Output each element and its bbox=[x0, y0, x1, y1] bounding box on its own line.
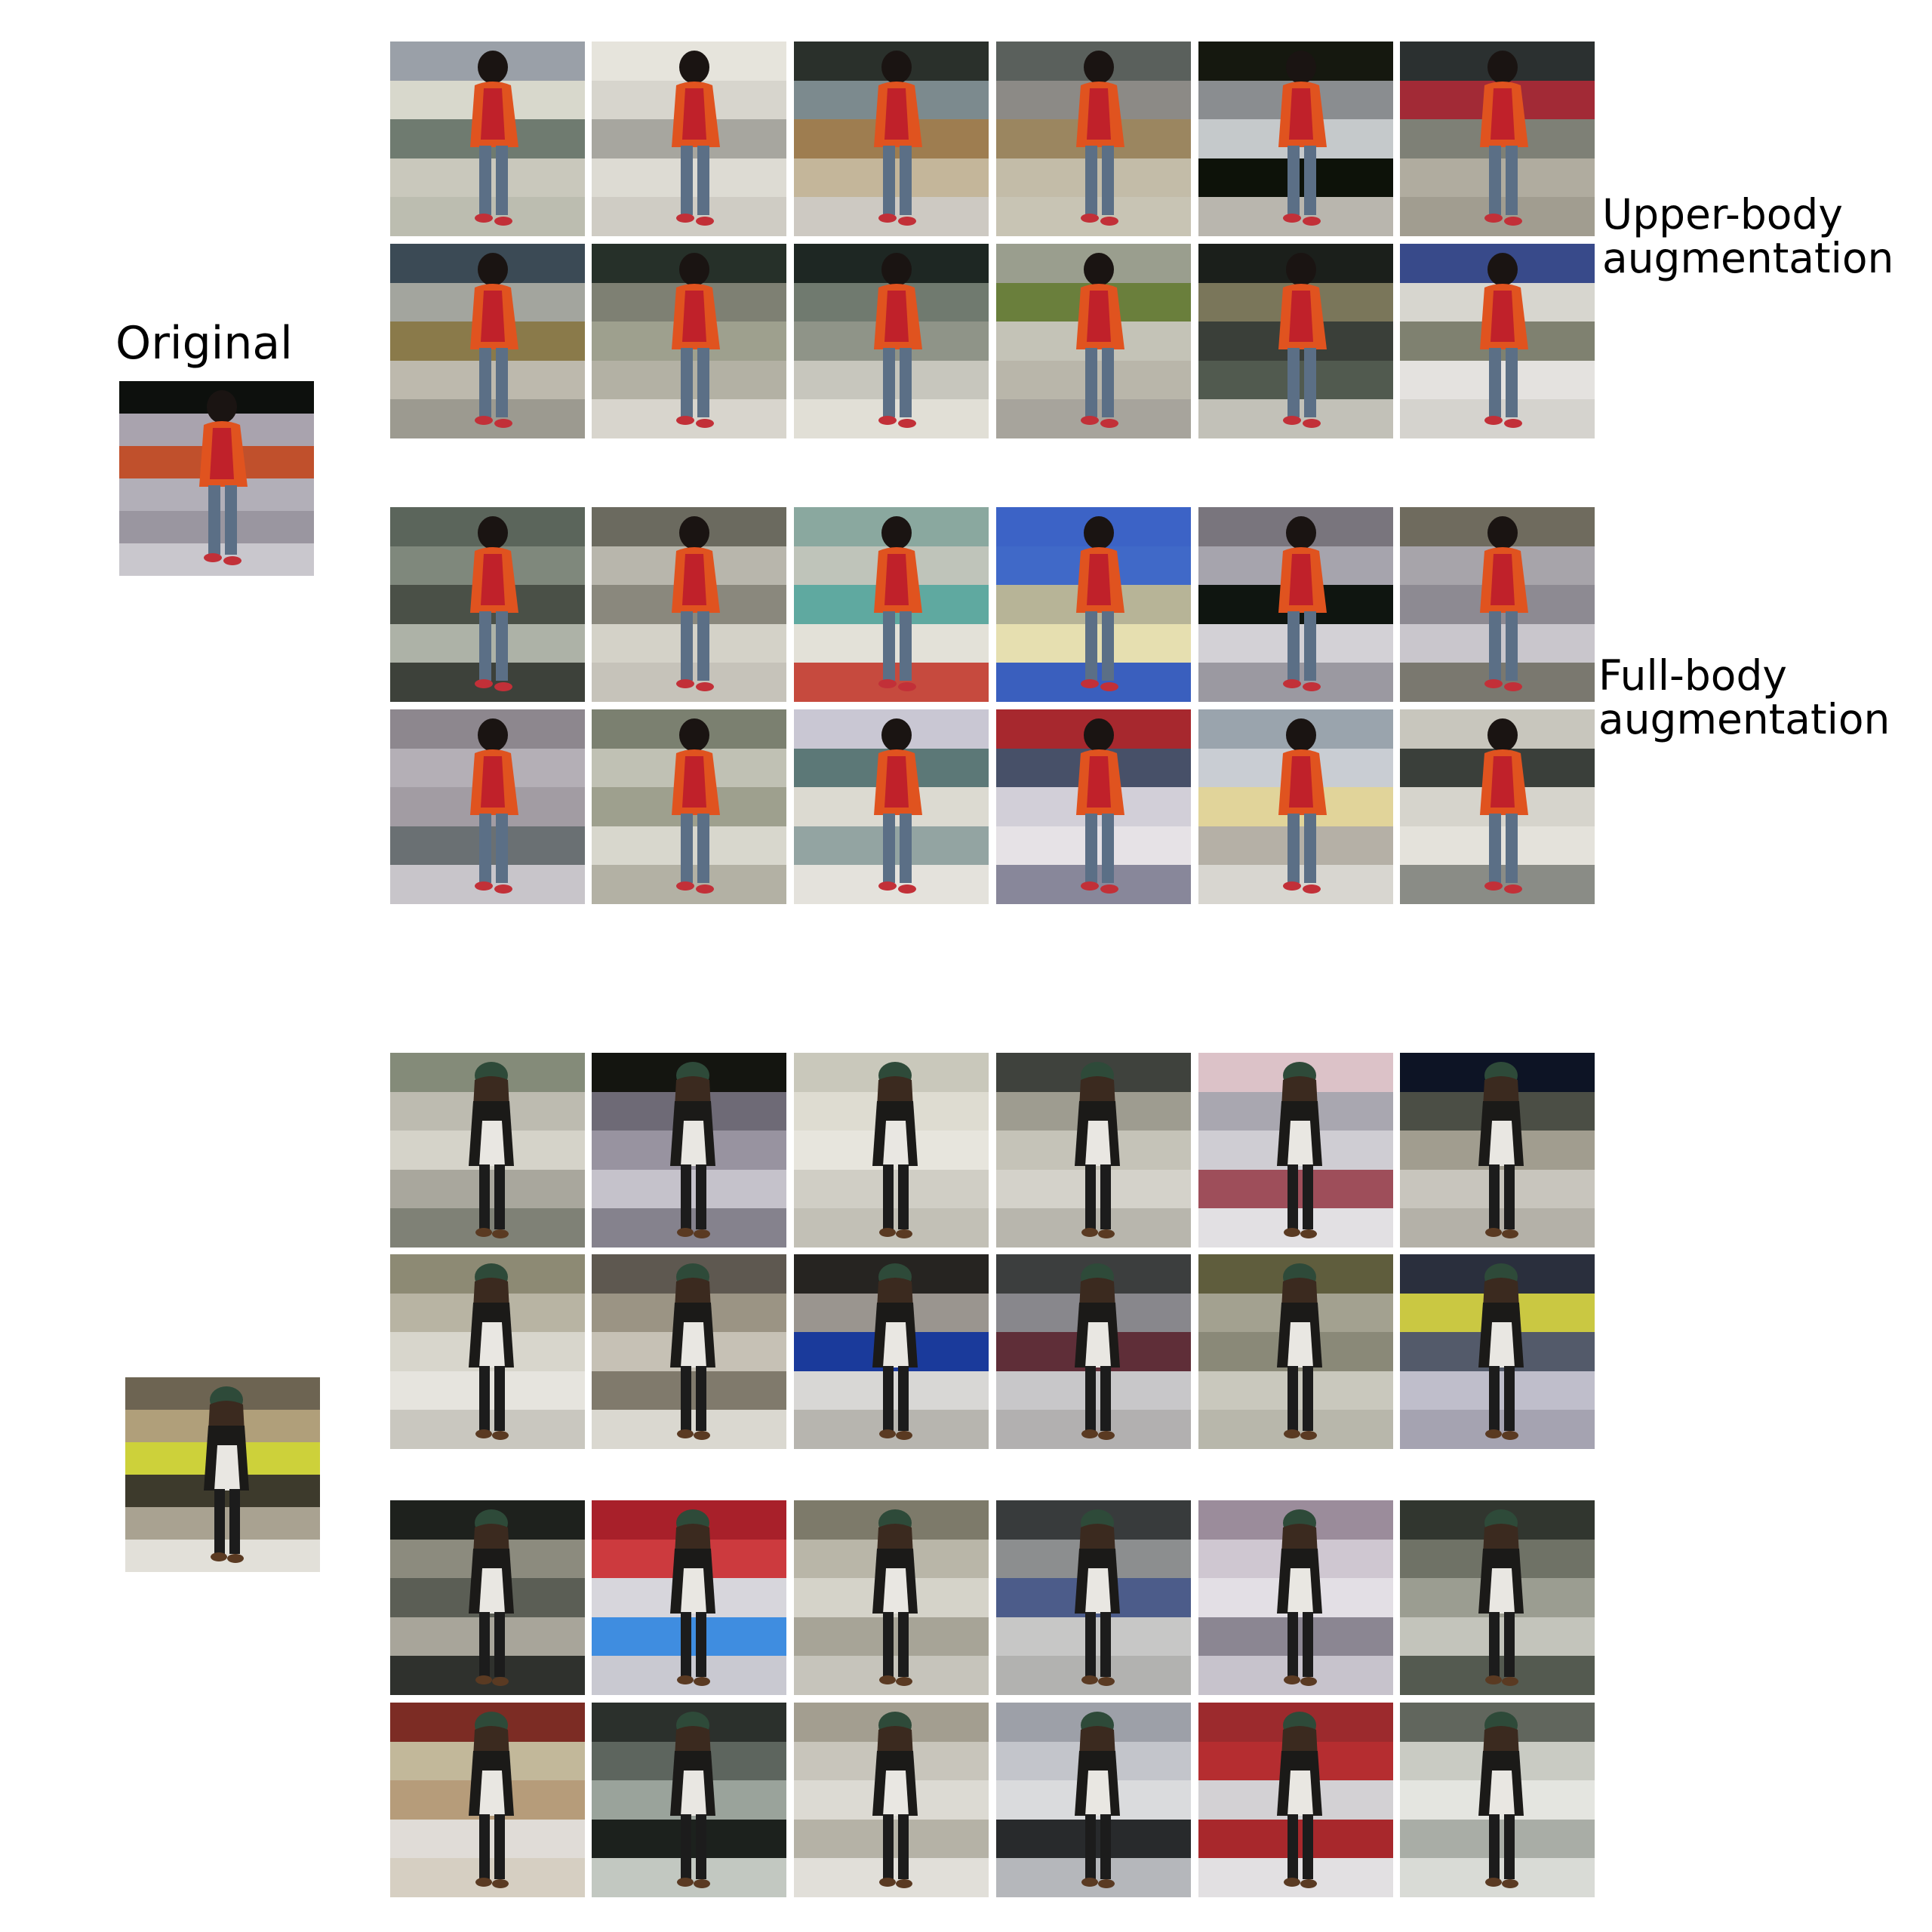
subject-2-full-body-augmented-image bbox=[1400, 1500, 1595, 1695]
subject-1-full-body-augmented-image bbox=[794, 507, 989, 702]
full-body-augmentation-label: Full-body augmentation bbox=[1598, 654, 1890, 741]
subject-1-upper-body-augmented-image bbox=[1400, 42, 1595, 236]
subject-2-full-body-augmented-image bbox=[390, 1500, 585, 1695]
subject-2-full-body-augmented-image bbox=[1198, 1500, 1393, 1695]
upper-body-label-line2: augmentation bbox=[1602, 234, 1894, 282]
subject-2-original-image bbox=[125, 1377, 320, 1572]
subject-2-upper-body-augmented-image bbox=[390, 1254, 585, 1449]
subject-2-upper-body-augmented-image bbox=[592, 1254, 786, 1449]
subject-2-upper-body-augmented-image bbox=[1198, 1053, 1393, 1247]
subject-2-full-body-augmented-image bbox=[996, 1703, 1191, 1897]
full-body-label-line1: Full-body bbox=[1598, 651, 1787, 700]
subject-1-original-image bbox=[119, 381, 314, 576]
subject-1-full-body-augmented-image bbox=[1198, 507, 1393, 702]
subject-2-full-body-augmented-image bbox=[390, 1703, 585, 1897]
subject-1-full-body-augmented-image bbox=[996, 507, 1191, 702]
subject-2-full-body-augmented-image bbox=[592, 1500, 786, 1695]
subject-1-upper-body-augmented-image bbox=[996, 42, 1191, 236]
subject-2-full-body-augmented-image bbox=[794, 1500, 989, 1695]
original-label: Original bbox=[115, 317, 293, 370]
subject-2-upper-body-augmented-image bbox=[794, 1053, 989, 1247]
subject-2-upper-body-augmented-image bbox=[1198, 1254, 1393, 1449]
subject-2-full-body-augmented-image bbox=[592, 1703, 786, 1897]
subject-2-upper-body-augmented-image bbox=[996, 1053, 1191, 1247]
subject-1-upper-body-augmented-image bbox=[592, 42, 786, 236]
subject-1-full-body-augmented-image bbox=[1198, 709, 1393, 904]
subject-1-upper-body-augmented-image bbox=[390, 42, 585, 236]
subject-1-full-body-augmented-image bbox=[794, 709, 989, 904]
subject-1-upper-body-augmented-image bbox=[1400, 244, 1595, 438]
subject-1-upper-body-augmented-image bbox=[996, 244, 1191, 438]
subject-2-upper-body-augmented-image bbox=[1400, 1254, 1595, 1449]
subject-1-full-body-augmented-image bbox=[1400, 709, 1595, 904]
subject-1-upper-body-augmented-image bbox=[794, 42, 989, 236]
upper-body-augmentation-label: Upper-body augmentation bbox=[1602, 192, 1894, 280]
subject-1-upper-body-augmented-image bbox=[1198, 42, 1393, 236]
subject-1-upper-body-augmented-image bbox=[1198, 244, 1393, 438]
subject-1-full-body-augmented-image bbox=[592, 507, 786, 702]
subject-2-full-body-augmented-image bbox=[1400, 1703, 1595, 1897]
upper-body-label-line1: Upper-body bbox=[1602, 190, 1843, 238]
subject-1-full-body-augmented-image bbox=[390, 507, 585, 702]
subject-2-full-body-augmented-image bbox=[996, 1500, 1191, 1695]
subject-1-full-body-augmented-image bbox=[592, 709, 786, 904]
subject-1-full-body-augmented-image bbox=[996, 709, 1191, 904]
full-body-label-line2: augmentation bbox=[1598, 695, 1890, 743]
subject-2-full-body-augmented-image bbox=[1198, 1703, 1393, 1897]
subject-2-upper-body-augmented-image bbox=[996, 1254, 1191, 1449]
subject-2-upper-body-augmented-image bbox=[1400, 1053, 1595, 1247]
subject-1-upper-body-augmented-image bbox=[794, 244, 989, 438]
subject-1-upper-body-augmented-image bbox=[390, 244, 585, 438]
subject-1-full-body-augmented-image bbox=[390, 709, 585, 904]
subject-2-upper-body-augmented-image bbox=[794, 1254, 989, 1449]
subject-1-upper-body-augmented-image bbox=[592, 244, 786, 438]
subject-2-upper-body-augmented-image bbox=[390, 1053, 585, 1247]
subject-2-full-body-augmented-image bbox=[794, 1703, 989, 1897]
subject-1-full-body-augmented-image bbox=[1400, 507, 1595, 702]
subject-2-upper-body-augmented-image bbox=[592, 1053, 786, 1247]
